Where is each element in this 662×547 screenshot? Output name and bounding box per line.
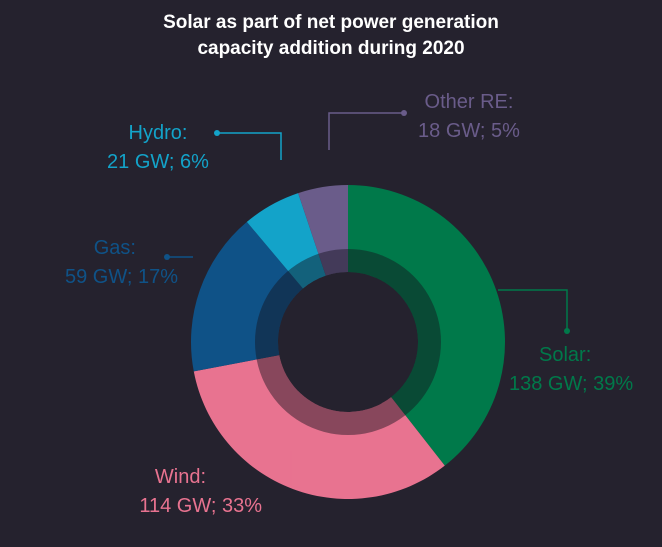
wind-leader-line — [290, 451, 303, 488]
solar-label-value: 138 GW; 39% — [509, 373, 634, 395]
wind-label-value: 114 GW; 33% — [139, 495, 262, 517]
hydro-label-name: Hydro: — [128, 122, 188, 144]
solar-label-name: Solar: — [539, 344, 592, 366]
other-re-label-value: 18 GW; 5% — [418, 120, 520, 142]
hydro-label: Hydro: 21 GW; 6% — [92, 119, 224, 177]
other-re-leader-dot — [401, 110, 407, 116]
solar-leader-dot — [564, 328, 570, 334]
gas-label-value: 59 GW; 17% — [64, 266, 178, 288]
wind-label-name: Wind: — [154, 466, 206, 488]
gas-label: Gas: 59 GW; 17% — [34, 234, 178, 292]
hydro-leader-dot — [214, 130, 220, 136]
other-re-label: Other RE: 18 GW; 5% — [398, 88, 540, 146]
slice-wind — [193, 355, 445, 499]
wind-leader-dot — [300, 484, 306, 490]
slice-gas — [191, 221, 303, 372]
slice-other-re — [298, 185, 348, 276]
other-re-leader-line — [328, 112, 404, 150]
wind-label: Wind: 114 GW; 33% — [100, 463, 262, 521]
solar-label: Solar: 138 GW; 39% — [509, 341, 633, 399]
inner-shade-ring — [254, 249, 441, 435]
hydro-label-value: 21 GW; 6% — [107, 151, 209, 173]
solar-leader-line — [498, 289, 568, 331]
chart-title: Solar as part of net power generation ca… — [0, 10, 662, 62]
slice-hydro — [246, 193, 326, 289]
gas-label-name: Gas: — [93, 237, 136, 259]
gas-leader-dot — [164, 254, 170, 260]
chart-title-line-1: Solar as part of net power generation — [163, 12, 499, 33]
slice-solar — [348, 185, 505, 466]
other-re-label-name: Other RE: — [424, 91, 514, 113]
hydro-leader-line — [217, 132, 282, 160]
chart-title-line-2: capacity addition during 2020 — [197, 38, 465, 59]
